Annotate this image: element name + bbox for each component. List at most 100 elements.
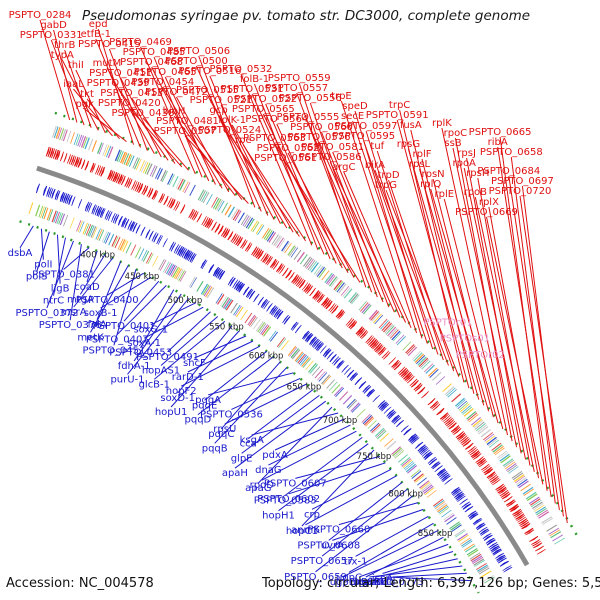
cog-band — [491, 442, 502, 451]
reverse-gene-arrow — [313, 339, 320, 348]
cog-band — [261, 325, 270, 336]
forward-gene-arrow — [163, 195, 169, 206]
forward-gene-arrow — [373, 342, 382, 351]
reverse-gene-arrow — [363, 386, 372, 394]
reverse-gene-arrow — [112, 213, 118, 224]
cog-band — [480, 429, 491, 438]
reverse-gene-arrow — [186, 251, 193, 261]
cog-band — [134, 157, 140, 170]
reverse-leader-line — [342, 529, 439, 578]
cog-band — [293, 249, 302, 260]
forward-gene-arrow — [236, 237, 243, 247]
forward-gene-arrow — [291, 274, 298, 283]
forward-leader-line — [443, 198, 504, 430]
cog-band — [508, 466, 519, 474]
cog-band — [222, 297, 231, 309]
forward-gene-label: PSPTO_0438 — [111, 108, 174, 119]
reverse-leader-line — [311, 468, 392, 510]
genome-title: Pseudomonas syringae pv. tomato str. DC3… — [82, 8, 531, 24]
reverse-gene-arrow — [124, 219, 130, 229]
cog-band — [429, 369, 439, 378]
forward-gene-arrow — [495, 483, 504, 491]
forward-gene-arrow — [72, 156, 77, 166]
cog-band — [497, 450, 508, 459]
cog-band — [299, 254, 308, 265]
forward-gene-arrow — [512, 508, 522, 515]
cog-band — [80, 136, 87, 148]
cog-band — [466, 411, 477, 420]
forward-gene-arrow — [131, 180, 136, 190]
forward-gene-arrow — [263, 254, 270, 264]
forward-leader-line — [318, 141, 395, 313]
forward-gene-label: PSPTO_0586 — [299, 152, 362, 163]
cog-band — [363, 304, 372, 315]
forward-leader-line — [95, 38, 141, 148]
forward-gene-arrow — [345, 317, 353, 326]
forward-gene-arrow — [120, 175, 126, 186]
forward-gene-label: PSPTO_0516 — [178, 66, 241, 77]
cog-band — [534, 504, 545, 512]
forward-gene-label: PSPTO_0597 — [335, 121, 398, 132]
cog-band — [76, 220, 82, 232]
forward-gene-label: PSPTO_0665 — [469, 127, 532, 138]
forward-gene-arrow — [138, 183, 144, 193]
forward-gene-arrow — [370, 340, 379, 349]
cog-band — [287, 245, 296, 256]
forward-gene-arrow — [366, 336, 374, 345]
forward-leader-line — [321, 131, 390, 308]
label-leader-lines — [19, 19, 568, 582]
forward-gene-label: ribA — [488, 137, 508, 148]
reverse-gene-label: soxB-1 — [84, 308, 118, 319]
forward-leader-line — [128, 107, 183, 168]
forward-gene-label: epd — [89, 19, 108, 30]
reverse-gene-label: pqqD — [185, 415, 212, 426]
reverse-gene-arrow — [497, 557, 507, 564]
reverse-gene-arrow — [84, 201, 90, 212]
cog-band — [221, 202, 228, 214]
forward-gene-arrow — [501, 493, 511, 500]
forward-gene-arrow — [153, 190, 159, 200]
cog-band — [456, 399, 466, 408]
forward-gene-arrow — [400, 369, 409, 377]
cog-band — [390, 329, 399, 339]
cog-band — [492, 444, 503, 453]
cog-band — [405, 344, 415, 354]
reverse-leader-line — [268, 424, 351, 466]
forward-gene-arrow — [473, 453, 482, 460]
reverse-gene-arrow — [315, 342, 324, 351]
cog-band — [541, 516, 553, 524]
reverse-gene-arrow — [303, 331, 311, 340]
forward-leader-line — [385, 189, 460, 377]
forward-leader-line — [419, 168, 490, 412]
cog-band — [468, 414, 479, 423]
forward-gene-arrow — [328, 303, 336, 312]
cog-band — [411, 470, 422, 479]
reverse-gene-arrow — [333, 357, 341, 366]
forward-gene-arrow — [95, 164, 100, 175]
cog-band — [433, 498, 444, 507]
reverse-gene-arrow — [480, 529, 490, 536]
cog-band — [235, 306, 244, 318]
forward-gene-arrow — [337, 310, 345, 319]
reverse-gene-arrow — [238, 283, 245, 293]
cog-band — [449, 521, 460, 530]
forward-gene-arrow — [499, 489, 509, 497]
forward-gene-arrow — [477, 459, 487, 466]
cog-band — [220, 296, 228, 307]
forward-gene-arrow — [189, 209, 196, 219]
cog-band — [478, 426, 489, 435]
cog-band — [513, 474, 525, 483]
cog-band — [374, 427, 385, 437]
forward-gene-arrow — [279, 265, 286, 274]
cog-band — [125, 242, 132, 254]
cog-band — [318, 268, 327, 279]
cog-band — [437, 504, 448, 513]
forward-gene-arrow — [413, 382, 422, 391]
cog-band — [314, 368, 324, 379]
reverse-gene-arrow — [380, 402, 388, 411]
reverse-gene-arrow — [269, 305, 276, 314]
reverse-leader-line — [86, 250, 98, 283]
forward-gene-arrow — [52, 149, 57, 159]
cog-band — [230, 302, 238, 314]
forward-gene-arrow — [206, 218, 213, 228]
